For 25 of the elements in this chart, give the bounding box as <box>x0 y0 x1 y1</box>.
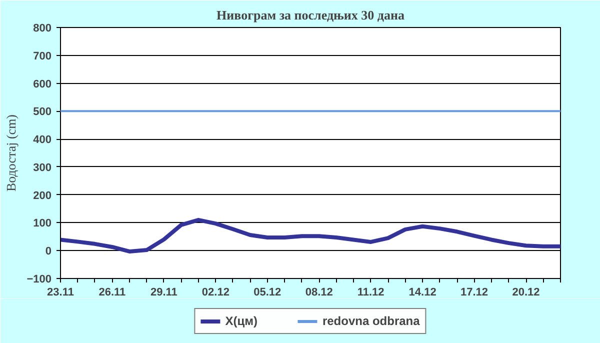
y-tick-label: 500 <box>33 106 52 118</box>
y-tick-label: 800 <box>33 22 52 34</box>
x-tick-label: 08.12 <box>305 286 333 298</box>
chart-title: Нивограм за последњих 30 дана <box>216 8 405 22</box>
x-tick-label: 14.12 <box>408 286 436 298</box>
y-axis-title: Водостај (cm) <box>4 114 19 192</box>
x-tick-label: 05.12 <box>254 286 282 298</box>
y-tick-label: 0 <box>45 246 52 258</box>
y-tick-label: −100 <box>26 274 52 286</box>
x-tick-label: 29.11 <box>150 286 178 298</box>
x-tick-label: 17.12 <box>460 286 488 298</box>
y-tick-label: 200 <box>33 190 52 202</box>
y-tick-label: 700 <box>33 50 52 62</box>
x-tick-label: 20.12 <box>512 286 540 298</box>
y-tick-label: 600 <box>33 78 52 90</box>
legend-label: redovna odbrana <box>322 314 420 328</box>
y-tick-label: 400 <box>33 134 52 146</box>
x-tick-label: 11.12 <box>357 286 384 298</box>
x-tick-label: 02.12 <box>202 286 230 298</box>
line-series <box>60 218 560 254</box>
x-tick-label: 26.11 <box>98 286 126 298</box>
x-tick-label: 23.11 <box>47 286 74 298</box>
y-tick-label: 300 <box>33 162 52 174</box>
legend-label: X(цм) <box>225 314 258 328</box>
y-tick-label: 100 <box>33 218 52 230</box>
